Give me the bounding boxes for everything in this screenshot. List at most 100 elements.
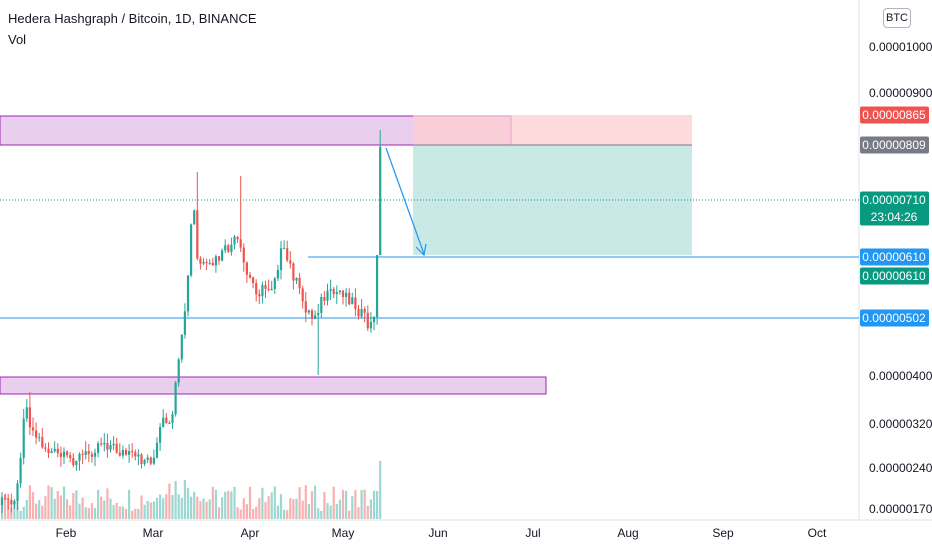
candle-body	[13, 500, 16, 505]
volume-bar	[242, 498, 245, 519]
volume-bar	[53, 498, 56, 519]
candle-body	[255, 283, 258, 295]
volume-bar	[295, 498, 298, 519]
volume-bar	[283, 509, 286, 519]
candle-body	[273, 278, 276, 290]
candle-body	[22, 418, 25, 458]
candle-body	[25, 407, 28, 419]
candle-body	[47, 448, 50, 454]
volume-bar	[149, 502, 152, 519]
volume-bar	[41, 505, 44, 519]
price-tag-bg	[860, 136, 929, 154]
volume-bar	[109, 498, 112, 519]
candle-body	[286, 248, 289, 261]
volume-bar	[202, 498, 205, 519]
candle-body	[301, 288, 304, 302]
candle-body	[177, 359, 180, 383]
currency-button[interactable]: BTC	[883, 8, 911, 28]
volume-bar	[78, 503, 81, 519]
volume-bar	[341, 489, 345, 519]
candle-body	[323, 296, 326, 301]
candle-body	[314, 315, 317, 319]
x-tick-label: Apr	[241, 526, 260, 540]
candle-body	[121, 449, 124, 456]
volume-bar	[56, 491, 59, 519]
volume-bar	[258, 498, 261, 519]
volume-bar	[180, 497, 183, 519]
x-tick-label: Aug	[617, 526, 638, 540]
volume-bar	[196, 496, 199, 519]
candle-body	[190, 224, 193, 276]
candle-body	[90, 454, 93, 457]
volume-bar	[236, 507, 239, 519]
candle-body	[320, 296, 323, 313]
candle-body	[298, 277, 301, 289]
candle-body	[53, 448, 56, 452]
price-tag-bg	[860, 106, 929, 124]
price-tags: 0.00000865 0.00000809 0.00000710 23:04:26 0.…	[860, 106, 929, 327]
volume-bar	[4, 493, 7, 519]
candle-body	[233, 236, 236, 245]
volume-bar	[10, 507, 13, 519]
price-axis: 0.00001000 0.00000900 0.00000400 0.00000320…	[869, 40, 932, 516]
volume-bar	[134, 508, 137, 519]
candle-body	[44, 447, 47, 449]
volume-bar	[121, 506, 124, 519]
x-tick-label: Jun	[428, 526, 447, 540]
volume-bar	[69, 505, 72, 519]
volume-bar	[233, 486, 236, 519]
x-tick-label: Sep	[712, 526, 734, 540]
volume-bar	[190, 496, 193, 519]
volume-bar	[208, 499, 211, 519]
volume-bar	[245, 504, 248, 519]
candle-body	[208, 262, 211, 264]
candle-body	[165, 417, 168, 423]
price-tag-label: 0.00000710	[862, 193, 926, 207]
candle-body	[345, 292, 348, 297]
x-tick-label: May	[332, 526, 355, 540]
volume-bar	[335, 503, 338, 519]
candle-body	[84, 451, 87, 455]
volume-bar	[214, 489, 217, 519]
candle-body	[264, 285, 267, 289]
candle-body	[171, 414, 174, 424]
volume-bar	[25, 500, 28, 519]
candle-body	[252, 277, 255, 284]
candle-body	[131, 451, 134, 453]
volume-bar	[100, 496, 103, 519]
candle-body	[0, 497, 4, 505]
volume-bar	[360, 489, 363, 519]
candle-body	[221, 250, 224, 261]
candle-body	[149, 457, 152, 464]
candle-body	[202, 262, 205, 264]
candle-body	[16, 483, 19, 501]
volume-bar	[66, 499, 69, 519]
volume-bar	[357, 507, 360, 519]
candle-body	[317, 312, 320, 316]
volume-bar	[270, 492, 273, 519]
volume-bar	[224, 491, 227, 519]
stop-zone	[413, 115, 692, 145]
candle-body	[211, 262, 214, 266]
volume-bar	[93, 507, 97, 519]
candle-body	[348, 292, 351, 305]
candle-body	[4, 497, 7, 499]
candle-body	[267, 288, 270, 291]
candle-body	[245, 262, 248, 275]
volume-bar	[19, 510, 22, 519]
candle-body	[276, 269, 279, 279]
volume-bar	[137, 508, 140, 519]
candle-body	[258, 294, 261, 297]
volume-bar	[363, 489, 366, 519]
volume-bar	[301, 500, 304, 519]
candle-body	[28, 407, 31, 428]
candle-body	[100, 443, 103, 445]
candle-body	[270, 289, 273, 291]
volume-bar	[307, 504, 310, 519]
candle-body	[174, 382, 177, 415]
volume-bar	[44, 496, 47, 519]
candle-body	[38, 437, 41, 439]
volume-bar	[292, 499, 295, 519]
volume-bar	[317, 508, 320, 519]
